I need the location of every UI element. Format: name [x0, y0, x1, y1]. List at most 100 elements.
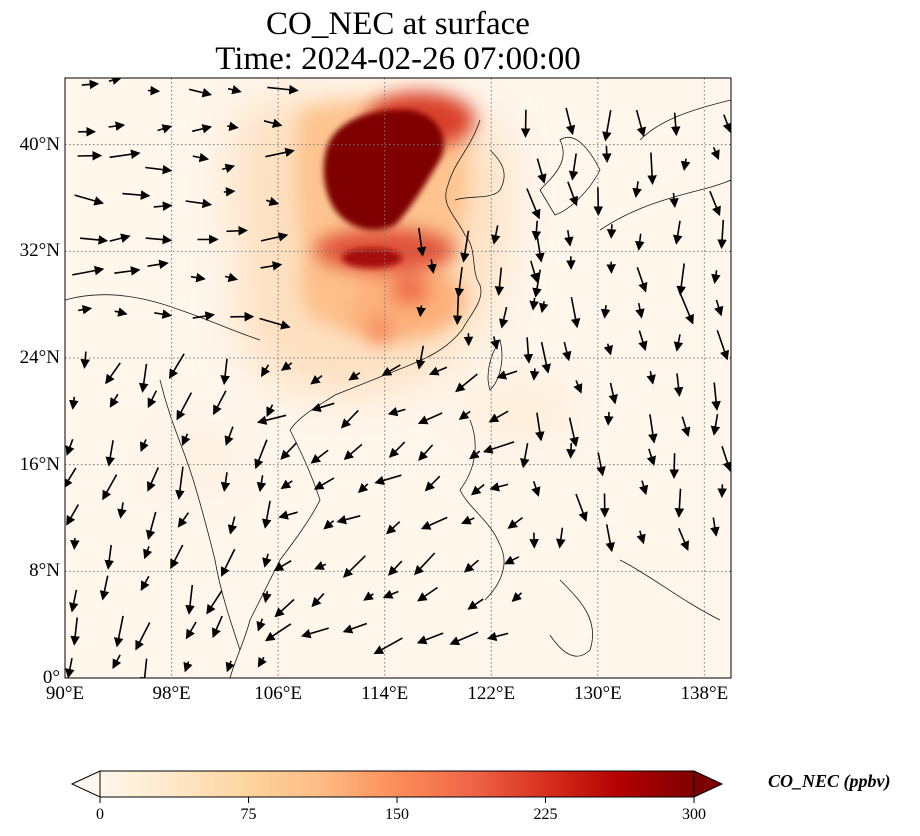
wind-arrow — [72, 265, 105, 276]
wind-arrow — [260, 261, 283, 271]
wind-arrow — [681, 416, 691, 438]
wind-arrow — [504, 555, 520, 565]
wind-arrow — [530, 260, 540, 283]
colorbar-bar — [99, 770, 695, 798]
wind-arrow — [146, 467, 160, 492]
wind-arrow — [267, 84, 299, 95]
wind-arrow — [568, 417, 579, 448]
wind-arrow — [310, 449, 329, 464]
wind-arrow — [102, 474, 118, 501]
wind-arrow — [145, 234, 173, 245]
wind-arrow — [256, 618, 266, 632]
wind-arrow — [176, 392, 193, 421]
wind-arrow — [387, 407, 406, 417]
wind-arrow — [672, 220, 683, 245]
wind-arrow — [414, 552, 436, 576]
wind-arrow — [105, 440, 115, 467]
wind-arrow — [273, 560, 292, 572]
colorbar-extend-min — [70, 770, 101, 798]
wind-arrow — [211, 615, 223, 639]
wind-arrow — [635, 109, 647, 138]
wind-arrow — [145, 511, 157, 541]
wind-arrow — [427, 259, 437, 274]
wind-arrow — [714, 299, 724, 317]
wind-arrow — [256, 414, 287, 425]
wind-arrow — [226, 226, 248, 236]
wind-arrow — [452, 295, 463, 326]
wind-arrow — [606, 224, 617, 239]
wind-arrow — [262, 591, 272, 604]
wind-arrow — [261, 500, 272, 529]
wind-arrow — [531, 481, 541, 497]
wind-arrow — [388, 560, 403, 576]
wind-arrow — [602, 110, 612, 142]
lat-tick-label: 24°N — [19, 347, 60, 368]
wind-arrow — [314, 561, 327, 570]
wind-arrow — [386, 521, 401, 535]
wind-arrow — [139, 439, 149, 452]
wind-arrow — [418, 444, 434, 461]
colorbar-tick-label: 300 — [682, 806, 706, 823]
wind-arrow — [78, 304, 93, 315]
wind-arrow — [511, 591, 523, 602]
wind-arrow — [192, 124, 213, 134]
wind-arrow — [313, 477, 335, 490]
wind-arrow — [556, 527, 566, 549]
wind-arrow — [593, 187, 604, 216]
wind-arrow — [223, 187, 236, 197]
wind-arrow — [710, 413, 721, 436]
wind-arrow — [601, 145, 612, 163]
wind-arrow — [260, 232, 289, 242]
wind-arrow — [143, 546, 153, 560]
colorbar-extend-max — [693, 770, 724, 798]
wind-arrow — [454, 266, 465, 298]
wind-arrow — [498, 306, 509, 329]
wind-arrow — [147, 259, 169, 270]
wind-arrow — [135, 622, 151, 651]
wind-arrow — [603, 343, 614, 356]
wind-arrow — [565, 107, 576, 136]
coastlines — [65, 99, 731, 678]
wind-arrow — [494, 267, 505, 296]
wind-arrow — [635, 233, 645, 251]
wind-arrow — [343, 443, 363, 461]
wind-arrow — [168, 353, 185, 379]
wind-arrow — [114, 307, 128, 317]
wind-arrow — [486, 631, 509, 642]
wind-arrow — [147, 390, 158, 409]
wind-arrow — [311, 593, 325, 608]
wind-arrow — [717, 219, 727, 250]
wind-arrow — [381, 364, 401, 376]
wind-arrow — [336, 515, 361, 525]
wind-arrow — [536, 158, 547, 184]
wind-arrow — [157, 124, 173, 134]
lon-tick-label: 138°E — [680, 683, 729, 704]
wind-arrow — [647, 152, 657, 185]
wind-arrow — [69, 396, 79, 410]
wind-arrow — [388, 441, 406, 458]
colorbar-tick-label: 75 — [240, 806, 257, 823]
wind-arrow — [65, 439, 75, 456]
wind-arrow — [382, 589, 399, 599]
wind-arrow — [108, 78, 122, 85]
wind-arrow — [373, 637, 403, 655]
wind-arrow — [265, 147, 295, 158]
wind-arrow — [507, 516, 524, 529]
wind-arrow — [65, 467, 77, 489]
wind-arrow — [99, 575, 110, 601]
wind-arrow — [256, 475, 267, 493]
wind-arrow — [145, 164, 173, 175]
wind-arrow — [458, 410, 471, 420]
wind-arrow — [122, 190, 151, 200]
wind-arrow — [575, 493, 588, 522]
wind-arrow — [670, 112, 681, 137]
wind-arrow — [567, 181, 579, 207]
wind-arrow — [722, 114, 731, 134]
wind-arrow — [274, 598, 295, 618]
wind-arrow — [113, 615, 124, 648]
wind-arrow — [224, 426, 234, 446]
wind-arrow — [278, 510, 298, 520]
wind-arrow — [673, 373, 684, 397]
wind-arrow — [467, 598, 484, 610]
wind-arrow — [648, 414, 658, 444]
